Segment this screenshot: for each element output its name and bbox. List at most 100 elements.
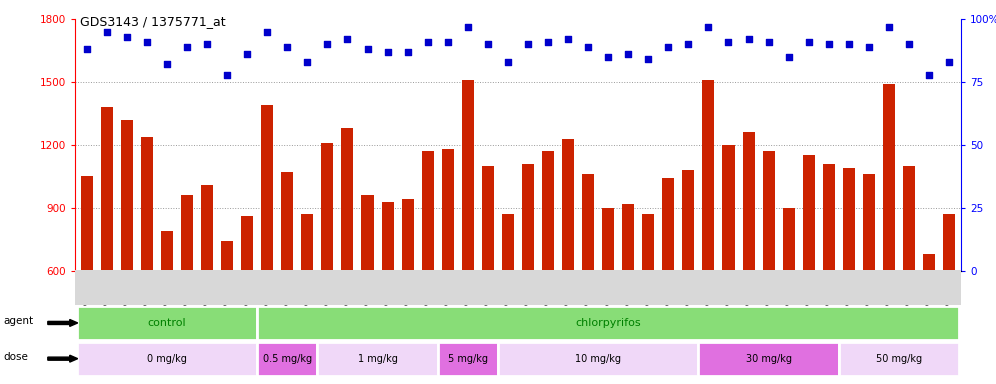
- Point: [540, 39, 556, 45]
- Point: [660, 44, 676, 50]
- Text: 30 mg/kg: 30 mg/kg: [746, 354, 792, 364]
- Bar: [342, 128, 354, 384]
- Bar: [843, 168, 855, 384]
- Point: [941, 59, 957, 65]
- Point: [580, 44, 596, 50]
- Bar: [823, 164, 835, 384]
- Bar: [81, 176, 93, 384]
- Point: [360, 46, 375, 53]
- Bar: [221, 242, 233, 384]
- Point: [340, 36, 356, 42]
- Point: [700, 24, 716, 30]
- Point: [720, 39, 736, 45]
- Bar: [763, 151, 775, 384]
- Point: [781, 54, 797, 60]
- Point: [640, 56, 656, 63]
- Point: [500, 59, 516, 65]
- Bar: [783, 208, 795, 384]
- Bar: [522, 164, 534, 384]
- Bar: [401, 199, 413, 384]
- Bar: [698, 342, 839, 376]
- Point: [199, 41, 215, 48]
- Bar: [437, 342, 498, 376]
- Bar: [322, 143, 334, 384]
- Point: [320, 41, 336, 48]
- Point: [841, 41, 857, 48]
- Bar: [622, 204, 634, 384]
- Point: [801, 39, 817, 45]
- Point: [79, 46, 95, 53]
- Bar: [702, 80, 714, 384]
- Bar: [642, 214, 654, 384]
- Point: [399, 49, 415, 55]
- Point: [219, 71, 235, 78]
- Point: [560, 36, 576, 42]
- Point: [901, 41, 917, 48]
- Bar: [201, 185, 213, 384]
- Bar: [462, 80, 474, 384]
- Text: 1 mg/kg: 1 mg/kg: [358, 354, 397, 364]
- Text: 50 mg/kg: 50 mg/kg: [875, 354, 922, 364]
- Point: [921, 71, 937, 78]
- Text: 0.5 mg/kg: 0.5 mg/kg: [263, 354, 312, 364]
- Point: [881, 24, 897, 30]
- Bar: [318, 342, 437, 376]
- Point: [119, 34, 134, 40]
- Bar: [662, 179, 674, 384]
- Text: chlorpyrifos: chlorpyrifos: [576, 318, 641, 328]
- Bar: [241, 216, 253, 384]
- Bar: [502, 214, 514, 384]
- Point: [741, 36, 757, 42]
- Point: [279, 44, 295, 50]
- Point: [159, 61, 175, 68]
- Bar: [839, 342, 959, 376]
- Bar: [257, 306, 959, 340]
- Bar: [302, 214, 314, 384]
- Point: [861, 44, 876, 50]
- Point: [761, 39, 777, 45]
- Bar: [943, 214, 955, 384]
- Bar: [77, 306, 257, 340]
- Point: [179, 44, 195, 50]
- Text: dose: dose: [3, 352, 28, 362]
- Point: [480, 41, 496, 48]
- Bar: [682, 170, 694, 384]
- Bar: [482, 166, 494, 384]
- Point: [460, 24, 476, 30]
- Bar: [381, 202, 393, 384]
- Bar: [562, 139, 574, 384]
- Point: [300, 59, 316, 65]
- Text: 0 mg/kg: 0 mg/kg: [147, 354, 187, 364]
- Bar: [261, 105, 273, 384]
- Bar: [603, 208, 615, 384]
- Point: [440, 39, 456, 45]
- Bar: [421, 151, 433, 384]
- Bar: [803, 156, 815, 384]
- Point: [821, 41, 837, 48]
- Bar: [441, 149, 454, 384]
- Bar: [923, 254, 935, 384]
- Point: [259, 29, 275, 35]
- Text: control: control: [147, 318, 186, 328]
- Bar: [101, 107, 113, 384]
- Point: [239, 51, 255, 58]
- Bar: [362, 195, 374, 384]
- Point: [379, 49, 395, 55]
- Point: [99, 29, 115, 35]
- Bar: [882, 84, 895, 384]
- Bar: [722, 145, 734, 384]
- Bar: [161, 231, 173, 384]
- Bar: [121, 120, 132, 384]
- Bar: [257, 342, 318, 376]
- Bar: [743, 132, 755, 384]
- Bar: [903, 166, 915, 384]
- Point: [419, 39, 435, 45]
- Bar: [863, 174, 874, 384]
- Bar: [582, 174, 595, 384]
- Text: GDS3143 / 1375771_at: GDS3143 / 1375771_at: [80, 15, 225, 28]
- Point: [520, 41, 536, 48]
- Bar: [181, 195, 193, 384]
- Text: agent: agent: [3, 316, 33, 326]
- Point: [138, 39, 154, 45]
- Bar: [498, 342, 698, 376]
